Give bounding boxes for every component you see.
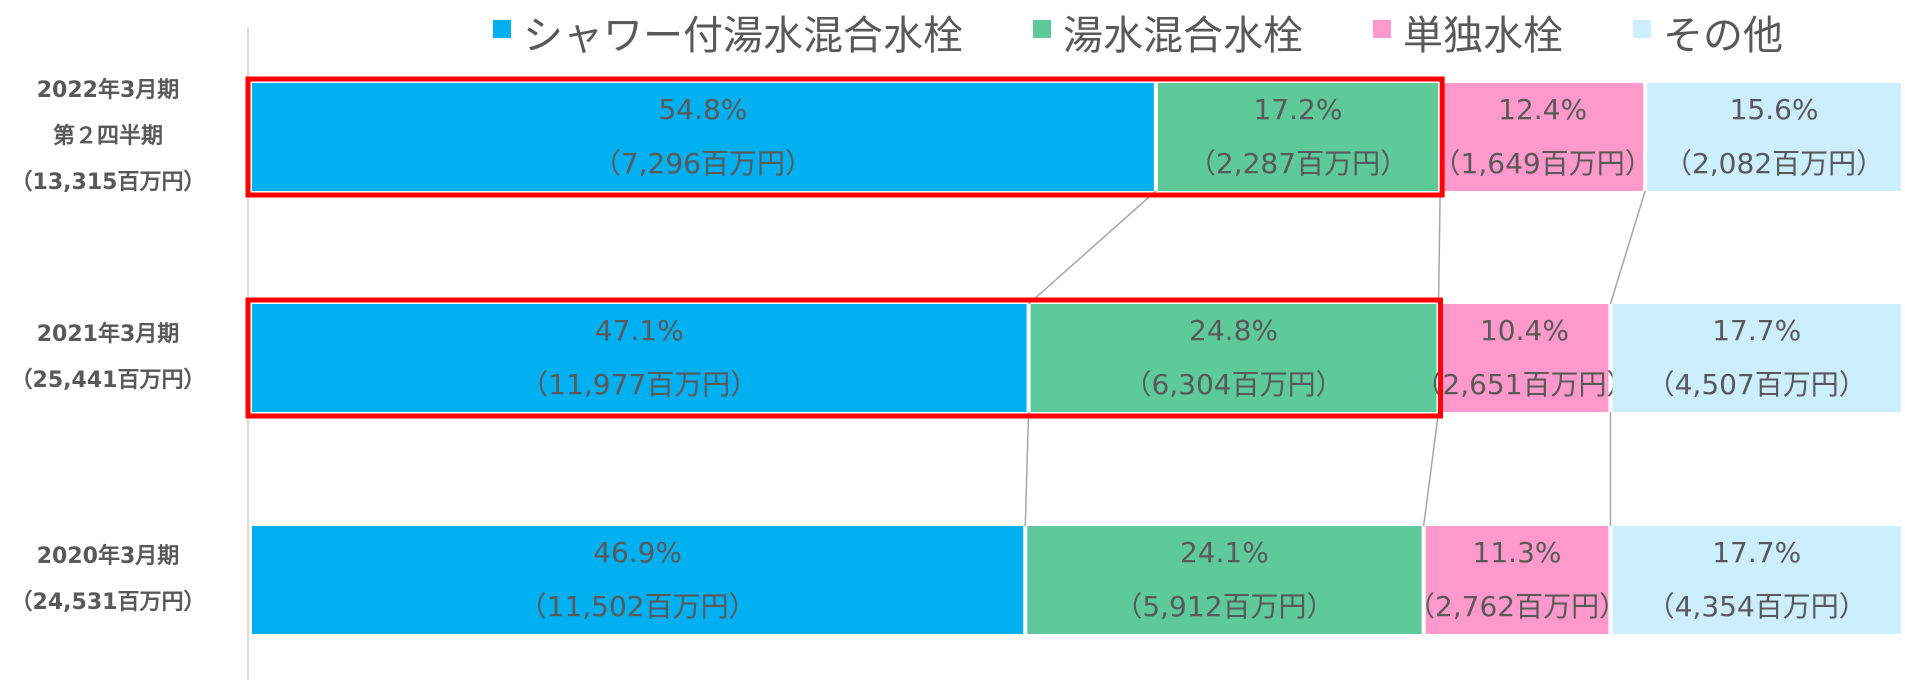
value-label: 17.7% — [1712, 536, 1801, 569]
value-label: 46.9% — [593, 536, 682, 569]
connector-line — [1437, 190, 1441, 305]
category-label: （24,531百万円） — [11, 590, 206, 615]
value-label: 17.7% — [1712, 314, 1801, 347]
bar-segment — [1030, 304, 1437, 412]
amount-label: （2,651百万円） — [1414, 368, 1634, 401]
legend-label: 単独水栓 — [1403, 13, 1563, 59]
connector-line — [1422, 411, 1440, 527]
legend-swatch — [493, 20, 511, 38]
value-label: 54.8% — [658, 93, 747, 126]
amount-label: （1,649百万円） — [1433, 147, 1653, 180]
category-label: 2020年3月期 — [37, 543, 180, 569]
bar-segment — [1612, 526, 1901, 634]
category-label: （25,441百万円） — [11, 368, 206, 393]
legend-swatch — [1633, 20, 1651, 38]
bar-segment — [1157, 83, 1439, 191]
amount-label: （4,507百万円） — [1647, 368, 1867, 401]
highlight-box — [245, 76, 1445, 198]
connector-line — [1609, 190, 1646, 305]
amount-label: （7,296百万円） — [593, 147, 813, 180]
value-label: 12.4% — [1498, 93, 1587, 126]
bar-segment — [1647, 83, 1901, 191]
legend-label: 湯水混合水栓 — [1063, 13, 1303, 59]
amount-label: （2,762百万円） — [1407, 590, 1627, 623]
bar-segment — [252, 526, 1024, 634]
amount-label: （2,287百万円） — [1188, 147, 1408, 180]
bar-segment — [1425, 526, 1609, 634]
amount-label: （2,082百万円） — [1664, 147, 1884, 180]
amount-label: （11,977百万円） — [520, 368, 758, 401]
bar-segment — [1442, 83, 1644, 191]
category-label: 第２四半期 — [53, 123, 163, 149]
amount-label: （11,502百万円） — [519, 590, 757, 623]
category-label: 2021年3月期 — [37, 321, 180, 347]
connector-line — [1024, 411, 1030, 527]
bar-segment — [252, 83, 1154, 191]
value-label: 24.8% — [1189, 314, 1278, 347]
value-label: 11.3% — [1473, 536, 1562, 569]
amount-label: （6,304百万円） — [1123, 368, 1343, 401]
bar-segment — [1027, 526, 1422, 634]
value-label: 17.2% — [1254, 93, 1343, 126]
bar-segment — [1612, 304, 1901, 412]
bar-segment — [1440, 304, 1609, 412]
amount-label: （4,354百万円） — [1647, 590, 1867, 623]
highlight-box — [245, 297, 1444, 419]
value-label: 47.1% — [595, 314, 684, 347]
value-label: 15.6% — [1730, 93, 1819, 126]
legend-label: その他 — [1663, 13, 1783, 59]
connector-line — [1028, 190, 1157, 305]
legend-label: シャワー付湯水混合水栓 — [523, 13, 963, 59]
legend-swatch — [1033, 20, 1051, 38]
value-label: 24.1% — [1180, 536, 1269, 569]
bar-segment — [252, 304, 1027, 412]
value-label: 10.4% — [1480, 314, 1569, 347]
category-label: 2022年3月期 — [37, 77, 180, 103]
amount-label: （5,912百万円） — [1114, 590, 1334, 623]
legend-swatch — [1373, 20, 1391, 38]
category-label: （13,315百万円） — [11, 170, 206, 195]
